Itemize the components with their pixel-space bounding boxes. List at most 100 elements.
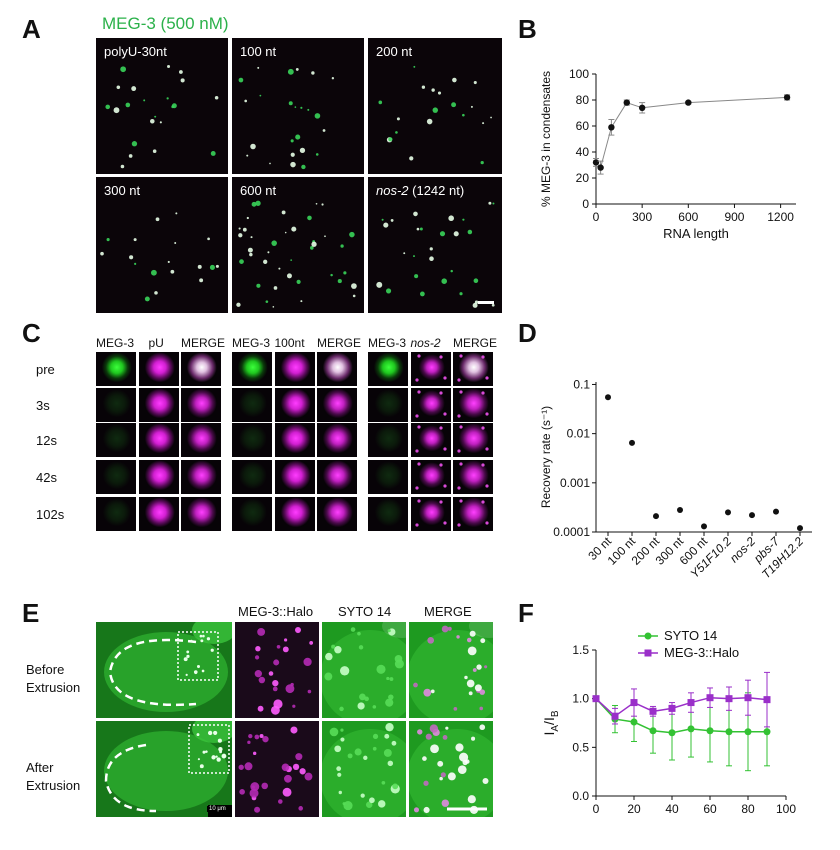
embryo-after-image <box>96 721 232 817</box>
y-tick-label: 80 <box>576 93 590 107</box>
x-tick-label: 1200 <box>767 210 794 224</box>
granule <box>259 734 264 739</box>
panel-letter-a: A <box>22 14 41 44</box>
granule <box>472 668 477 672</box>
granule <box>453 707 458 711</box>
granule <box>357 631 361 636</box>
x-axis-label: RNA length <box>663 226 729 241</box>
granule <box>384 733 390 739</box>
granule <box>334 745 342 753</box>
x-tick-label: 900 <box>724 210 744 224</box>
granule <box>427 636 435 644</box>
x-tick-label: 40 <box>665 802 679 816</box>
condensate-dot <box>105 104 111 110</box>
granule <box>248 733 253 739</box>
frap-tile <box>410 423 451 457</box>
y-tick-label: 0.0 <box>572 789 589 803</box>
granule <box>423 780 429 786</box>
condensate-dot <box>492 202 495 205</box>
punctum <box>414 486 419 490</box>
granule <box>467 795 476 804</box>
puncta <box>457 499 489 527</box>
puncta <box>457 354 489 382</box>
condensate-dot <box>290 259 293 261</box>
data-point <box>763 696 771 704</box>
condensate-dot <box>255 200 261 206</box>
condensate-dot <box>236 302 241 307</box>
granule <box>218 747 223 752</box>
granule <box>186 650 190 654</box>
punctum <box>459 462 463 466</box>
condensate-dot <box>174 241 177 244</box>
condensate-dot <box>337 279 342 284</box>
condensate-dot <box>311 71 315 75</box>
condensate-dot <box>470 105 473 108</box>
condensate-dot <box>388 137 393 142</box>
condensate-dot <box>286 273 292 279</box>
condensate-dot <box>451 102 457 108</box>
punctum <box>438 500 443 504</box>
condensate-dot <box>272 306 275 308</box>
condensate-dot <box>429 247 433 251</box>
granule <box>479 724 486 731</box>
granule <box>324 672 333 681</box>
cytoplasm <box>322 630 406 718</box>
header-merge: MERGE <box>424 604 472 619</box>
granule <box>304 772 313 781</box>
condensate-dot <box>439 231 446 237</box>
granule <box>381 780 386 785</box>
condensate-dot <box>246 154 249 157</box>
granule <box>385 698 394 707</box>
frap-time-label: 42s <box>36 470 57 485</box>
granule <box>360 793 365 798</box>
granule <box>185 673 188 677</box>
granule <box>238 764 244 770</box>
condensate-dot <box>419 227 423 231</box>
y-tick-label: 1.5 <box>572 643 589 657</box>
frap-tile <box>181 388 221 422</box>
condensate-dot <box>131 86 137 92</box>
condensate-dot <box>290 152 295 157</box>
punctum <box>485 447 489 451</box>
y-tick-label: 1.0 <box>572 692 589 706</box>
condensate-dot <box>167 64 171 69</box>
frap-tile <box>181 352 221 386</box>
granule <box>272 679 279 687</box>
y-axis-label: % MEG-3 in condensates <box>539 71 553 207</box>
frap-tile <box>96 460 136 494</box>
frap-tile <box>181 423 221 457</box>
punctum <box>416 499 421 503</box>
frap-tile <box>410 352 451 386</box>
punctum <box>481 391 485 395</box>
panel-letter-e: E <box>22 598 40 628</box>
data-point <box>649 707 657 715</box>
condensate-dot <box>413 255 415 258</box>
punctum <box>414 523 419 527</box>
row-label-before-1: Before <box>26 662 65 677</box>
condensate-dot <box>349 231 355 238</box>
frap-tile <box>368 423 408 457</box>
data-point <box>797 525 803 532</box>
granule <box>388 694 394 700</box>
y-axis-label: IA/IB <box>541 710 561 735</box>
condensate-dot <box>209 264 215 270</box>
condensate-dot <box>210 151 216 156</box>
granule <box>474 684 482 692</box>
granule <box>292 763 300 771</box>
x-tick-label: 300 <box>632 210 652 224</box>
punctum <box>459 425 463 429</box>
frap-tile <box>138 388 179 422</box>
granule <box>394 659 404 669</box>
granule <box>391 740 397 746</box>
granule <box>294 627 302 634</box>
embryo-outline <box>108 638 197 706</box>
puncta <box>457 390 489 418</box>
condensate-dot <box>474 300 479 304</box>
condensate-dot <box>290 161 296 168</box>
condensate-dot <box>295 67 299 71</box>
condensate-dot <box>171 103 177 109</box>
condensate-dot <box>180 78 185 83</box>
punctum <box>414 414 419 418</box>
embryo-before-image <box>96 622 232 718</box>
condensate-dots <box>105 64 219 169</box>
